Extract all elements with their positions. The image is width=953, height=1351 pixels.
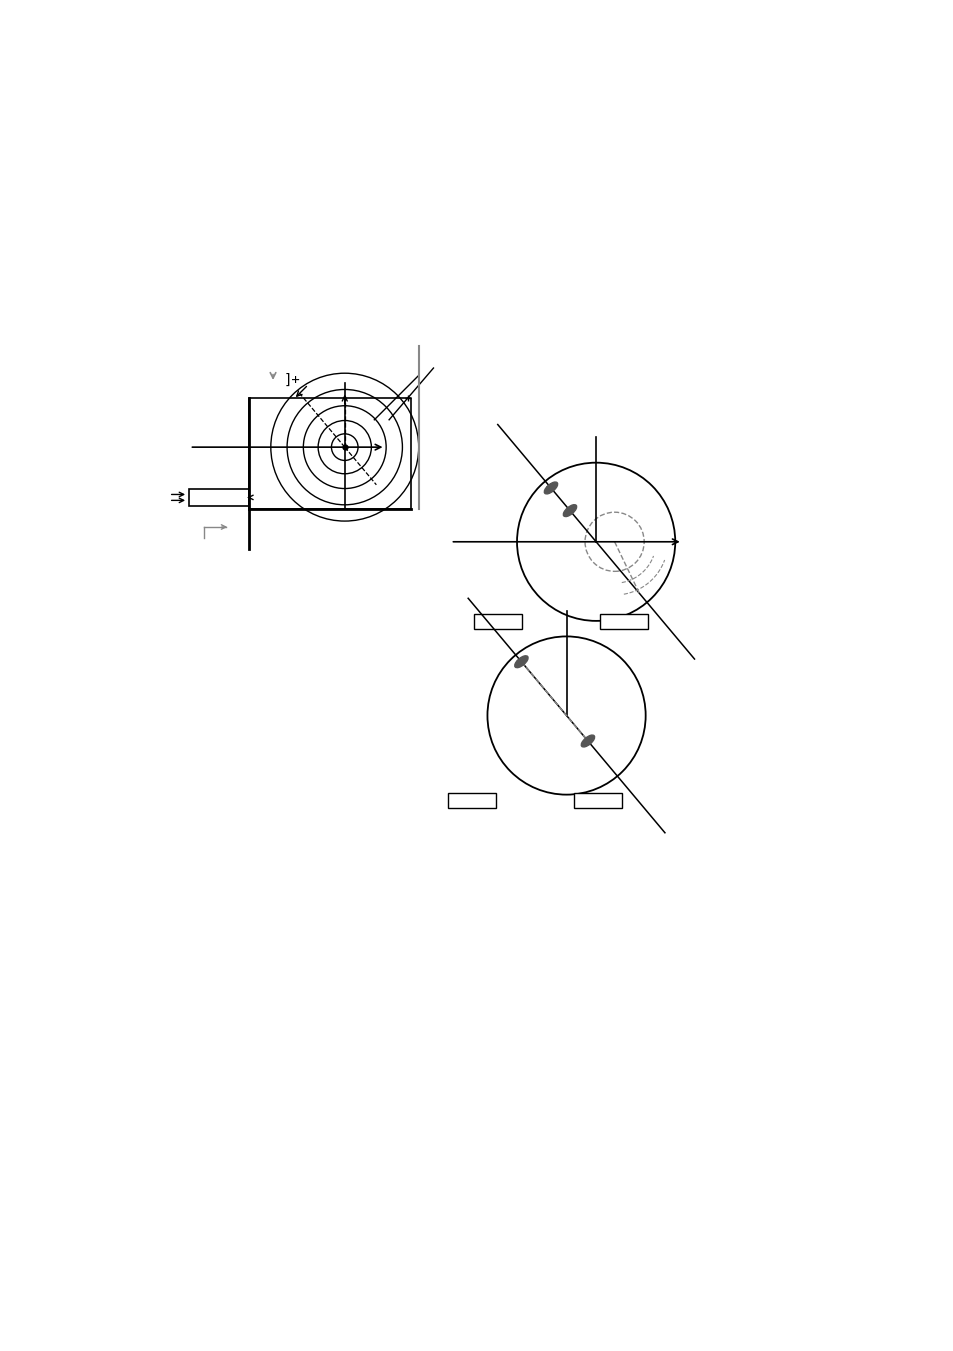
Bar <box>474 615 521 630</box>
Bar <box>599 615 647 630</box>
Ellipse shape <box>515 655 528 667</box>
Ellipse shape <box>580 735 594 747</box>
Bar <box>574 793 621 808</box>
Text: ]+: ]+ <box>283 373 300 386</box>
Ellipse shape <box>544 482 558 494</box>
Ellipse shape <box>562 505 576 516</box>
Bar <box>448 793 496 808</box>
Bar <box>190 489 249 505</box>
